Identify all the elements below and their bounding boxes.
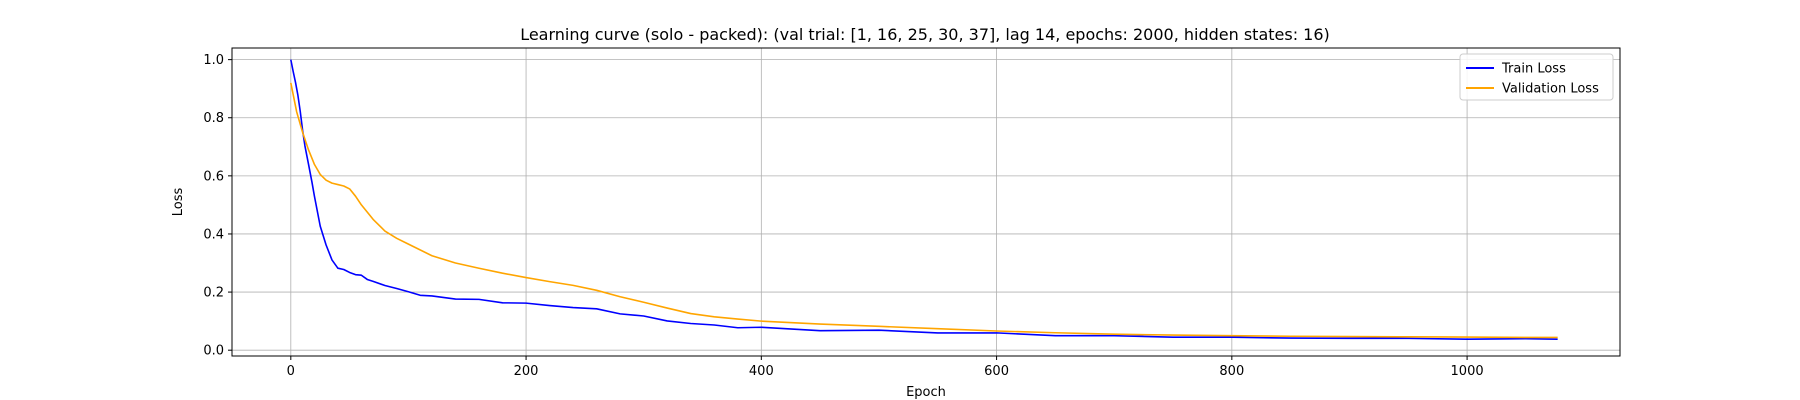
x-axis-label: Epoch: [906, 385, 946, 400]
x-tick-label: 600: [984, 364, 1009, 379]
y-tick-label: 1.0: [203, 53, 224, 68]
legend: Train Loss Validation Loss: [1459, 53, 1614, 101]
plot-area-frame: [231, 47, 1621, 357]
x-tick-label: 1000: [1451, 364, 1484, 379]
chart-title: Learning curve (solo - packed): (val tri…: [520, 25, 1330, 44]
y-tick-label: 0.0: [203, 344, 224, 359]
y-tick-label: 0.8: [203, 111, 224, 126]
x-tick-label: 800: [1219, 364, 1244, 379]
y-tick-label: 0.4: [203, 227, 224, 242]
series-line-validation-loss: [290, 82, 1558, 339]
y-axis-ticks: 0.0 0.2 0.4 0.6 0.8 1.0: [203, 53, 232, 359]
x-axis-ticks: 0 200 400 600 800 1000: [287, 356, 1484, 379]
x-tick-label: 200: [514, 364, 539, 379]
legend-box: [1459, 53, 1614, 101]
y-tick-label: 0.2: [203, 286, 224, 301]
y-tick-label: 0.6: [203, 169, 224, 184]
legend-label-train-loss: Train Loss: [1501, 62, 1566, 77]
legend-label-validation-loss: Validation Loss: [1502, 82, 1599, 97]
series-layer: [290, 59, 1558, 340]
x-tick-label: 400: [749, 364, 774, 379]
y-axis-label: Loss: [171, 188, 186, 217]
series-line-train-loss: [290, 59, 1558, 340]
x-tick-label: 0: [287, 364, 295, 379]
grid-lines: [232, 48, 1620, 356]
